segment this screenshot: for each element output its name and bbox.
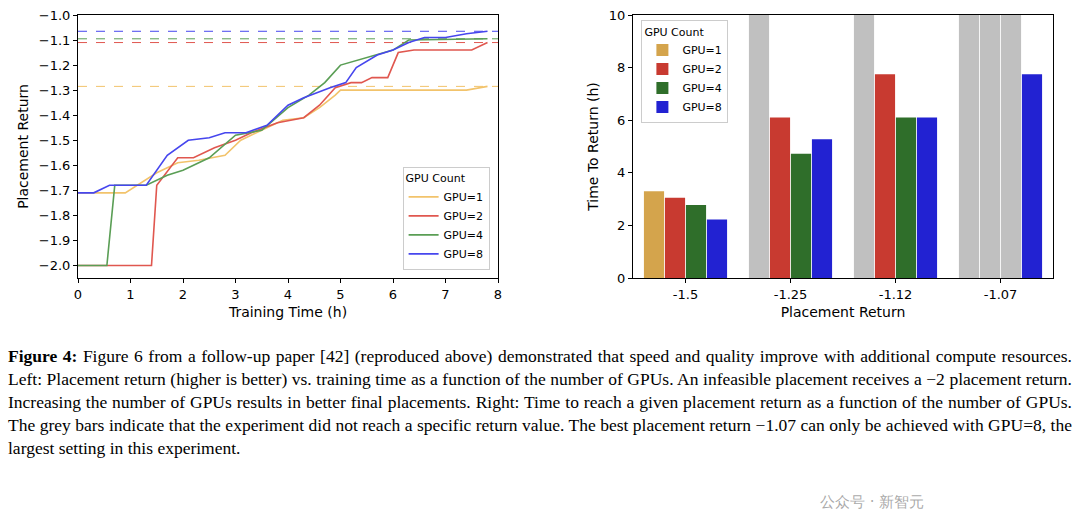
svg-text:1: 1 [126, 287, 134, 302]
svg-text:Time To Return (h): Time To Return (h) [585, 82, 601, 212]
svg-text:−1.4: −1.4 [39, 108, 71, 123]
svg-text:Placement Return: Placement Return [15, 84, 31, 209]
svg-text:Training Time (h): Training Time (h) [228, 304, 347, 320]
svg-text:6: 6 [389, 287, 397, 302]
svg-text:−1.7: −1.7 [39, 183, 71, 198]
svg-text:4: 4 [284, 287, 292, 302]
svg-text:-1.5: -1.5 [673, 287, 698, 302]
svg-text:−1.0: −1.0 [39, 8, 71, 23]
svg-text:−1.8: −1.8 [39, 208, 71, 223]
svg-text:Placement Return: Placement Return [781, 304, 906, 320]
svg-text:6: 6 [617, 113, 625, 128]
svg-text:GPU=8: GPU=8 [682, 101, 721, 114]
html-text:公众号 · 新智元: 公众号 · 新智元 [820, 493, 925, 511]
svg-text:3: 3 [231, 287, 239, 302]
svg-text:GPU=4: GPU=4 [682, 82, 721, 95]
svg-text:GPU=2: GPU=2 [682, 63, 721, 76]
svg-text:0: 0 [74, 287, 82, 302]
svg-text:2: 2 [617, 218, 625, 233]
svg-text:−1.3: −1.3 [39, 83, 71, 98]
svg-text:GPU Count: GPU Count [406, 172, 466, 185]
svg-text:GPU=4: GPU=4 [444, 229, 483, 242]
svg-text:10: 10 [609, 8, 626, 23]
svg-text:GPU Count: GPU Count [644, 26, 704, 39]
svg-text:0: 0 [617, 271, 625, 286]
svg-text:7: 7 [441, 287, 449, 302]
svg-text:−1.5: −1.5 [39, 133, 71, 148]
svg-text:−1.9: −1.9 [39, 233, 71, 248]
svg-text:GPU=1: GPU=1 [444, 191, 483, 204]
svg-text:−1.6: −1.6 [39, 158, 71, 173]
svg-text:−1.2: −1.2 [39, 58, 71, 73]
svg-text:GPU=8: GPU=8 [444, 248, 483, 261]
svg-text:-1.25: -1.25 [774, 287, 808, 302]
html-text:Figure 4: Figure 6 from a foll: Figure 4: Figure 6 from a follow-up pape… [8, 346, 1072, 458]
svg-text:4: 4 [617, 165, 625, 180]
svg-text:8: 8 [617, 60, 625, 75]
svg-text:5: 5 [336, 287, 344, 302]
svg-text:GPU=1: GPU=1 [682, 44, 721, 57]
svg-text:8: 8 [494, 287, 502, 302]
svg-text:GPU=2: GPU=2 [444, 210, 483, 223]
svg-text:2: 2 [179, 287, 187, 302]
svg-text:-1.12: -1.12 [879, 287, 913, 302]
svg-text:−2.0: −2.0 [39, 258, 71, 273]
svg-text:−1.1: −1.1 [39, 33, 71, 48]
svg-text:-1.07: -1.07 [984, 287, 1018, 302]
